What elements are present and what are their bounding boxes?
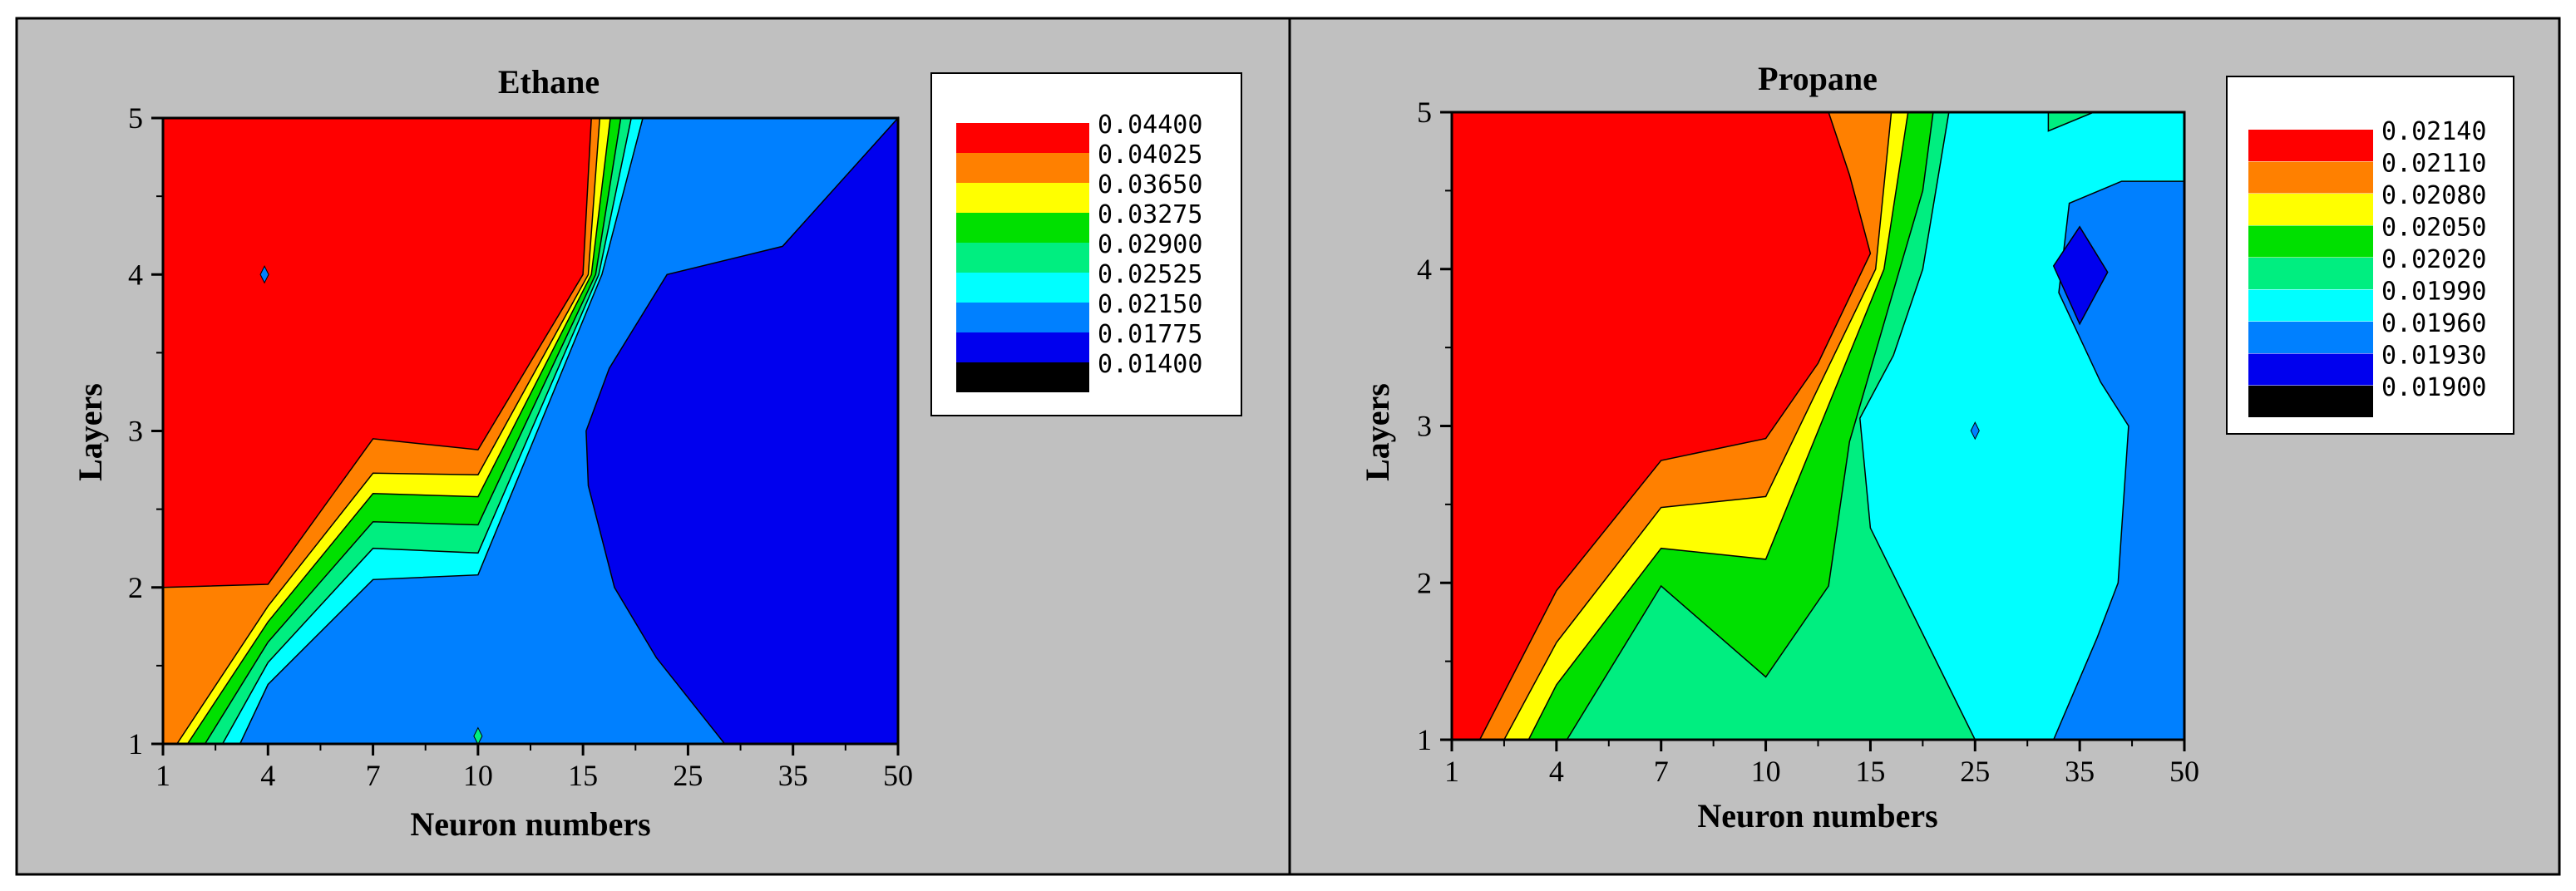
y-tick-label: 4 <box>128 258 143 291</box>
legend-label: 0.02110 <box>2381 150 2486 179</box>
y-tick-label: 4 <box>1417 253 1432 286</box>
x-tick-label: 1 <box>1444 755 1459 788</box>
y-tick-label: 1 <box>1417 723 1432 756</box>
legend-swatch <box>2248 353 2373 386</box>
y-tick-label: 5 <box>128 101 143 135</box>
y-tick-label: 3 <box>1417 410 1432 443</box>
ethane-panel: Ethane 1 4 7 10 15 25 35 50 1 2 3 4 5 Neuron number… <box>72 63 1242 843</box>
x-tick-label: 35 <box>2065 755 2095 788</box>
y-tick-label: 1 <box>128 727 143 761</box>
legend-swatch <box>2248 194 2373 225</box>
legend-label: 0.02900 <box>1098 230 1202 259</box>
x-tick-label: 25 <box>673 759 703 792</box>
legend-label: 0.02525 <box>1098 260 1202 289</box>
x-tick-label: 4 <box>1549 755 1564 788</box>
legend-label: 0.03275 <box>1098 200 1202 229</box>
legend-label: 0.02050 <box>2381 214 2486 243</box>
legend-label: 0.04025 <box>1098 140 1202 170</box>
legend-label: 0.01900 <box>2381 373 2486 402</box>
legend-label: 0.02020 <box>2381 245 2486 274</box>
legend-swatch <box>2248 225 2373 258</box>
legend-label: 0.01930 <box>2381 342 2486 371</box>
contour-plot-area <box>1450 111 2186 741</box>
y-axis-label: Layers <box>1359 383 1396 481</box>
x-tick-label: 15 <box>568 759 598 792</box>
x-axis-label: Neuron numbers <box>410 805 650 843</box>
x-tick-label: 50 <box>2169 755 2199 788</box>
legend-label: 0.03650 <box>1098 170 1202 199</box>
x-tick-label: 15 <box>1855 755 1885 788</box>
legend-swatch <box>956 213 1089 243</box>
chart-title: Propane <box>1758 60 1878 97</box>
x-tick-label: 10 <box>1751 755 1781 788</box>
y-tick-label: 2 <box>128 571 143 604</box>
y-tick-label: 3 <box>128 415 143 448</box>
legend-label: 0.01400 <box>1098 350 1202 379</box>
legend-label: 0.02080 <box>2381 181 2486 210</box>
contour-band-0.01930 <box>2052 225 2109 326</box>
y-tick-label: 5 <box>1417 96 1432 129</box>
x-tick-label: 1 <box>155 759 170 792</box>
contour-marker <box>1970 421 1980 441</box>
y-tick-label: 2 <box>1417 566 1432 599</box>
legend-swatch <box>956 153 1089 183</box>
x-tick-label: 7 <box>1654 755 1669 788</box>
legend-swatch <box>956 332 1089 362</box>
legend-swatch <box>2248 161 2373 194</box>
x-tick-label: 35 <box>778 759 808 792</box>
x-tick-label: 10 <box>463 759 493 792</box>
x-tick-label: 4 <box>260 759 275 792</box>
chart-title: Ethane <box>498 63 600 101</box>
figure-border <box>15 17 2561 876</box>
x-tick-label: 50 <box>883 759 913 792</box>
legend-swatch <box>2248 289 2373 322</box>
legend-swatch <box>956 273 1089 303</box>
y-axis-label: Layers <box>72 383 109 481</box>
x-tick-label: 25 <box>1960 755 1990 788</box>
y-axis: 1 2 3 4 5 <box>1417 96 1452 756</box>
legend-label: 0.04400 <box>1098 111 1202 140</box>
y-axis: 1 2 3 4 5 <box>128 101 163 761</box>
x-tick-label: 7 <box>366 759 381 792</box>
legend-swatch <box>956 183 1089 213</box>
x-axis-label: Neuron numbers <box>1697 797 1937 834</box>
legend-swatch <box>2248 386 2373 417</box>
legend-label: 0.02140 <box>2381 117 2486 146</box>
legend-swatch <box>2248 130 2373 161</box>
legend-swatch <box>956 243 1089 273</box>
legend-swatch <box>956 303 1089 332</box>
x-axis: 1 4 7 10 15 25 35 50 <box>155 744 913 792</box>
legend-swatch <box>956 123 1089 153</box>
contour-plot-area <box>161 116 900 746</box>
legend-label: 0.01775 <box>1098 320 1202 349</box>
propane-panel: Propane 1 4 7 10 15 25 35 50 1 2 3 4 5 Neuron numbe… <box>1359 60 2514 834</box>
legend-label: 0.02150 <box>1098 290 1202 319</box>
legend-swatch <box>956 362 1089 392</box>
contour-marker <box>259 265 269 284</box>
legend-swatch <box>2248 258 2373 289</box>
legend: 0.044000.040250.036500.032750.029000.025… <box>930 72 1242 416</box>
legend-label: 0.01990 <box>2381 278 2486 307</box>
legend-label: 0.01960 <box>2381 309 2486 338</box>
legend-swatch <box>2248 322 2373 353</box>
x-axis: 1 4 7 10 15 25 35 50 <box>1444 740 2199 788</box>
